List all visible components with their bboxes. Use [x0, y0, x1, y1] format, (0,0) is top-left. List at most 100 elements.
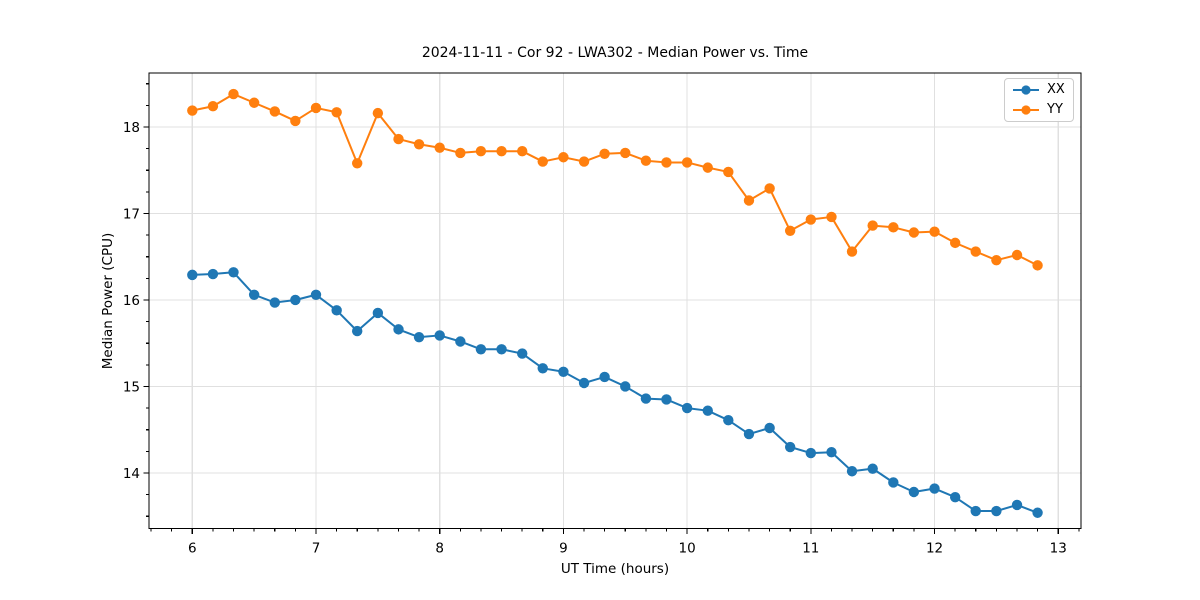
data-point-XX: [702, 405, 713, 416]
x-tick-label: 7: [312, 541, 321, 557]
data-point-YY: [929, 226, 940, 237]
legend: XX YY: [1004, 78, 1074, 122]
x-tick-label: 10: [679, 541, 696, 557]
data-point-XX: [1032, 507, 1043, 518]
data-point-YY: [578, 156, 590, 167]
data-point-XX: [578, 377, 590, 389]
data-point-YY: [207, 101, 219, 112]
axes-spines: [148, 72, 1082, 530]
data-point-YY: [372, 107, 384, 119]
x-tick-label: 6: [188, 541, 197, 557]
x-tick-label: 13: [1050, 541, 1067, 557]
data-point-YY: [784, 225, 796, 236]
data-point-YY: [434, 142, 445, 153]
y-tick-label: 18: [123, 120, 140, 136]
data-point-XX: [888, 477, 899, 488]
y-tick-label: 15: [123, 379, 140, 395]
data-point-YY: [537, 156, 548, 167]
x-axis-label: UT Time (hours): [560, 561, 670, 577]
data-point-YY: [908, 227, 920, 238]
data-point-YY: [517, 145, 528, 157]
data-point-XX: [743, 428, 755, 440]
data-point-XX: [846, 466, 858, 477]
data-point-XX: [496, 344, 507, 355]
data-point-XX: [764, 422, 775, 434]
tick-labels: 6 7 8 9 10 11 12 13 14 15 16 17 18: [123, 120, 1067, 557]
data-point-XX: [805, 447, 817, 459]
data-point-XX: [620, 381, 631, 392]
data-point-XX: [949, 491, 961, 503]
data-point-YY: [702, 162, 713, 173]
data-point-XX: [723, 415, 734, 426]
data-point-XX: [455, 336, 466, 347]
data-point-YY: [290, 115, 301, 127]
data-point-XX: [681, 402, 693, 414]
data-point-XX: [248, 289, 260, 300]
data-point-XX: [867, 463, 878, 474]
data-point-YY: [661, 157, 672, 168]
data-point-YY: [310, 102, 322, 114]
data-point-XX: [599, 371, 610, 383]
data-point-XX: [434, 330, 445, 341]
legend-item-yy: YY: [1012, 101, 1066, 119]
legend-label-xx: XX: [1047, 82, 1065, 98]
data-point-XX: [929, 483, 940, 494]
data-point-XX: [187, 269, 198, 281]
legend-item-xx: XX: [1012, 81, 1066, 99]
legend-line-marker-icon: [1013, 85, 1039, 95]
data-point-YY: [764, 183, 775, 194]
series-XX: [187, 267, 1043, 518]
chart-title: 2024-11-11 - Cor 92 - LWA302 - Median Po…: [421, 45, 809, 61]
data-point-YY: [187, 105, 198, 116]
data-point-XX: [661, 394, 672, 405]
data-point-XX: [784, 441, 796, 453]
legend-line-marker-icon: [1013, 105, 1039, 115]
data-point-YY: [743, 195, 755, 206]
data-point-YY: [867, 220, 878, 231]
data-point-XX: [269, 297, 281, 308]
y-tick-label: 17: [123, 206, 140, 222]
data-point-YY: [599, 148, 610, 159]
data-point-XX: [372, 307, 384, 319]
data-point-YY: [970, 246, 981, 257]
data-point-XX: [351, 325, 363, 337]
data-point-YY: [393, 133, 404, 145]
x-tick-label: 8: [435, 541, 444, 557]
x-tick-label: 9: [559, 541, 568, 557]
data-point-YY: [888, 222, 899, 233]
data-point-YY: [248, 97, 260, 108]
data-point-XX: [413, 331, 425, 343]
data-point-XX: [393, 324, 404, 335]
data-point-YY: [331, 107, 342, 118]
data-point-XX: [558, 366, 569, 377]
data-point-YY: [1032, 260, 1043, 271]
data-point-YY: [805, 214, 817, 225]
series-YY: [187, 88, 1043, 271]
ticks: [143, 83, 1080, 534]
data-point-YY: [496, 145, 507, 157]
y-tick-label: 16: [123, 293, 140, 309]
data-point-YY: [640, 155, 652, 166]
data-point-YY: [723, 166, 734, 178]
data-point-XX: [517, 348, 528, 359]
data-point-YY: [991, 254, 1002, 266]
legend-label-yy: YY: [1047, 101, 1063, 117]
data-point-YY: [949, 237, 961, 249]
data-point-XX: [290, 294, 301, 306]
data-point-XX: [228, 267, 239, 278]
x-tick-label: 11: [802, 541, 819, 557]
data-point-YY: [826, 211, 837, 223]
data-point-YY: [681, 157, 693, 168]
y-axis-label: Median Power (CPU): [100, 232, 116, 370]
data-point-XX: [475, 344, 487, 355]
data-point-YY: [455, 147, 466, 159]
data-point-XX: [991, 505, 1002, 517]
data-point-YY: [413, 139, 425, 150]
data-point-XX: [826, 447, 837, 458]
data-point-YY: [351, 158, 363, 169]
data-point-YY: [475, 145, 487, 157]
data-point-XX: [331, 305, 342, 316]
data-point-YY: [228, 88, 239, 100]
x-tick-label: 12: [926, 541, 943, 557]
